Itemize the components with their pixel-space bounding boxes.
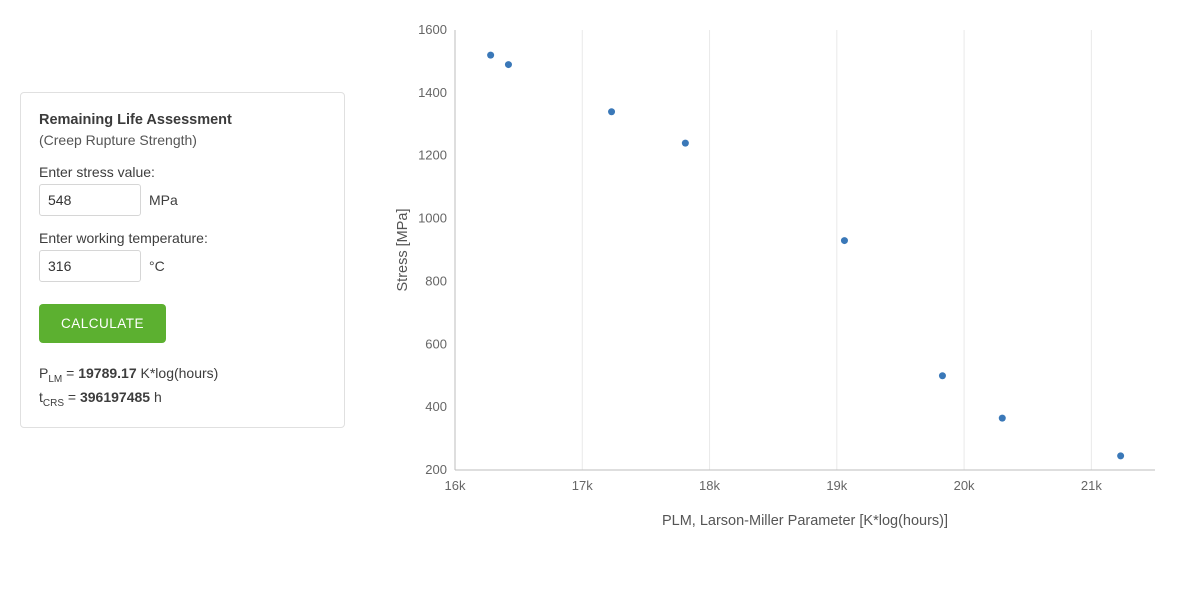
data-point — [939, 372, 946, 379]
plm-result: PLM = 19789.17 K*log(hours) — [39, 363, 326, 387]
x-tick-label: 19k — [826, 478, 847, 493]
rla-panel: Remaining Life Assessment (Creep Rupture… — [20, 92, 345, 428]
x-tick-label: 17k — [572, 478, 593, 493]
data-point — [505, 61, 512, 68]
stress-unit: MPa — [149, 192, 178, 208]
y-tick-label: 600 — [425, 336, 447, 351]
chart-svg: 16k 17k 18k 19k 20k 21k 200 400 600 800 1000 1200 14… — [385, 20, 1185, 550]
data-point — [999, 415, 1006, 422]
data-point — [1117, 452, 1124, 459]
y-tick-label: 1400 — [418, 85, 447, 100]
y-tick-label: 1000 — [418, 211, 447, 226]
y-tick-label: 200 — [425, 462, 447, 477]
x-axis-title: PLM, Larson-Miller Parameter [K*log(hour… — [662, 513, 948, 529]
y-tick-label: 1200 — [418, 148, 447, 163]
panel-subtitle: (Creep Rupture Strength) — [39, 132, 326, 148]
tcrs-result: tCRS = 396197485 h — [39, 387, 326, 411]
y-tick-label: 800 — [425, 273, 447, 288]
temp-unit: °C — [149, 258, 165, 274]
x-tick-label: 20k — [954, 478, 975, 493]
data-point — [682, 140, 689, 147]
x-tick-label: 21k — [1081, 478, 1102, 493]
x-tick-label: 18k — [699, 478, 720, 493]
y-axis-title: Stress [MPa] — [395, 209, 411, 292]
data-point — [487, 52, 494, 59]
y-tick-label: 400 — [425, 399, 447, 414]
temp-input[interactable] — [39, 250, 141, 282]
x-tick-label: 16k — [445, 478, 466, 493]
stress-input[interactable] — [39, 184, 141, 216]
scatter-chart: 16k 17k 18k 19k 20k 21k 200 400 600 800 1000 1200 14… — [385, 20, 1185, 550]
calculate-button[interactable]: CALCULATE — [39, 304, 166, 343]
panel-title: Remaining Life Assessment — [39, 111, 326, 130]
data-point — [841, 237, 848, 244]
data-point — [608, 108, 615, 115]
temp-label: Enter working temperature: — [39, 230, 326, 246]
y-tick-label: 1600 — [418, 22, 447, 37]
stress-label: Enter stress value: — [39, 164, 326, 180]
